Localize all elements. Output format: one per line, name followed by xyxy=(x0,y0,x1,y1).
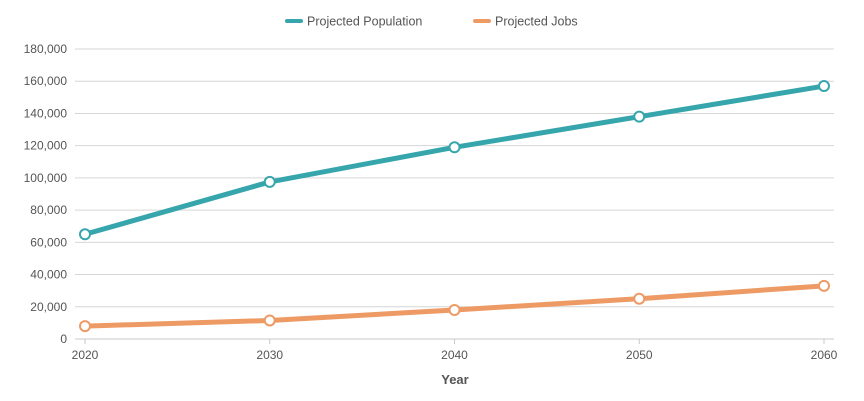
data-point[interactable] xyxy=(448,304,461,316)
y-tick-label: 80,000 xyxy=(30,203,67,217)
data-point[interactable] xyxy=(818,279,830,292)
series-projected-population xyxy=(79,80,830,241)
legend-item[interactable]: Projected Population xyxy=(285,15,422,29)
y-tick-label: 160,000 xyxy=(24,74,68,88)
x-axis-title: Year xyxy=(441,372,468,387)
series-layer xyxy=(79,80,830,333)
data-point[interactable] xyxy=(79,320,91,333)
legend-item[interactable]: Projected Jobs xyxy=(473,15,578,29)
y-tick-label: 100,000 xyxy=(24,171,68,185)
x-tick-label: 2020 xyxy=(72,348,99,362)
x-tick-label: 2030 xyxy=(256,348,283,362)
y-tick-label: 20,000 xyxy=(30,300,67,314)
y-tick-label: 0 xyxy=(60,332,67,346)
y-tick-label: 180,000 xyxy=(24,42,68,56)
x-tick-label: 2060 xyxy=(811,348,838,362)
data-point[interactable] xyxy=(633,292,646,305)
data-point[interactable] xyxy=(633,110,646,123)
x-axis: 2020 2030 2040 2050 2060 xyxy=(72,338,838,362)
y-tick-label: 60,000 xyxy=(30,235,67,249)
legend: Projected Population Projected Jobs xyxy=(285,15,578,29)
series-projected-jobs xyxy=(79,279,830,333)
grid-lines xyxy=(75,48,834,308)
x-tick-label: 2040 xyxy=(441,348,468,362)
x-tick-label: 2050 xyxy=(626,348,653,362)
y-tick-label: 120,000 xyxy=(24,139,68,153)
series-line xyxy=(82,83,827,237)
data-point[interactable] xyxy=(263,175,276,188)
y-tick-label: 40,000 xyxy=(30,268,67,282)
legend-label: Projected Population xyxy=(307,15,422,29)
data-point[interactable] xyxy=(263,314,276,327)
data-point[interactable] xyxy=(448,141,461,154)
data-point[interactable] xyxy=(818,80,830,93)
y-axis: 0 20,000 40,000 60,000 80,000 100,000 120,000 1… xyxy=(24,42,68,346)
legend-label: Projected Jobs xyxy=(495,15,578,29)
data-point[interactable] xyxy=(79,228,91,241)
y-tick-label: 140,000 xyxy=(24,106,68,120)
